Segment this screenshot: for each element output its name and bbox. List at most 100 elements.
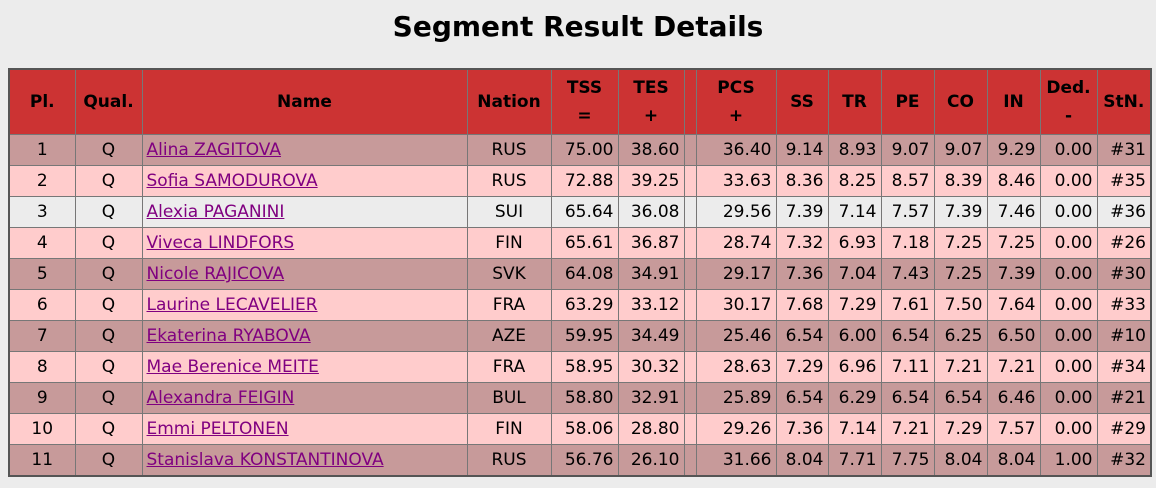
cell-tss: 58.06 <box>550 413 619 445</box>
cell-separator <box>683 196 697 228</box>
skater-name-link[interactable]: Ekaterina RYABOVA <box>146 326 311 346</box>
cell-start-number: #31 <box>1096 134 1152 166</box>
cell-separator <box>683 320 697 352</box>
cell-separator <box>683 227 697 259</box>
table-header: Pl. Qual. Name Nation TSS = TES + PCS + … <box>8 68 1152 135</box>
col-header-name: Name <box>141 68 468 135</box>
skater-name-link[interactable]: Mae Berenice MEITE <box>146 357 319 377</box>
cell-start-number: #21 <box>1096 382 1152 414</box>
table-row: 2 Q Sofia SAMODUROVA RUS 72.88 39.25 33.63 8.36… <box>8 165 1152 197</box>
col-header-in: IN <box>986 68 1041 135</box>
cell-name: Alina ZAGITOVA <box>141 134 468 166</box>
cell-place: 5 <box>8 258 76 290</box>
cell-name: Stanislava KONSTANTINOVA <box>141 444 468 477</box>
cell-start-number: #33 <box>1096 289 1152 321</box>
cell-place: 9 <box>8 382 76 414</box>
cell-ss: 7.39 <box>775 196 829 228</box>
skater-name-link[interactable]: Alina ZAGITOVA <box>146 140 281 160</box>
cell-qual: Q <box>74 165 143 197</box>
cell-tr: 7.14 <box>827 196 882 228</box>
cell-tes: 36.08 <box>617 196 685 228</box>
cell-pcs: 29.56 <box>695 196 777 228</box>
cell-place: 10 <box>8 413 76 445</box>
cell-tes: 30.32 <box>617 351 685 383</box>
col-header-tss-op: = <box>577 106 592 126</box>
col-header-place: Pl. <box>8 68 76 135</box>
cell-pe: 7.21 <box>880 413 935 445</box>
cell-nation: FIN <box>466 227 552 259</box>
cell-separator <box>683 134 697 166</box>
cell-name: Alexandra FEIGIN <box>141 382 468 414</box>
cell-pe: 6.54 <box>880 320 935 352</box>
cell-ss: 8.36 <box>775 165 829 197</box>
col-header-pcs-label: PCS <box>717 78 755 98</box>
cell-tss: 63.29 <box>550 289 619 321</box>
cell-tr: 7.14 <box>827 413 882 445</box>
cell-place: 8 <box>8 351 76 383</box>
cell-pcs: 36.40 <box>695 134 777 166</box>
cell-separator <box>683 444 697 477</box>
cell-tes: 36.87 <box>617 227 685 259</box>
cell-pe: 9.07 <box>880 134 935 166</box>
cell-place: 1 <box>8 134 76 166</box>
cell-tr: 6.29 <box>827 382 882 414</box>
cell-tr: 6.96 <box>827 351 882 383</box>
cell-start-number: #26 <box>1096 227 1152 259</box>
cell-start-number: #36 <box>1096 196 1152 228</box>
cell-start-number: #35 <box>1096 165 1152 197</box>
cell-co: 7.29 <box>933 413 988 445</box>
cell-co: 6.54 <box>933 382 988 414</box>
skater-name-link[interactable]: Emmi PELTONEN <box>146 419 289 439</box>
skater-name-link[interactable]: Alexia PAGANINI <box>146 202 285 222</box>
skater-name-link[interactable]: Stanislava KONSTANTINOVA <box>146 450 384 470</box>
cell-pcs: 28.63 <box>695 351 777 383</box>
cell-in: 8.04 <box>986 444 1041 477</box>
col-header-tes: TES + <box>617 68 685 135</box>
cell-nation: RUS <box>466 134 552 166</box>
cell-tes: 26.10 <box>617 444 685 477</box>
skater-name-link[interactable]: Nicole RAJICOVA <box>146 264 285 284</box>
cell-name: Laurine LECAVELIER <box>141 289 468 321</box>
cell-pcs: 28.74 <box>695 227 777 259</box>
cell-place: 6 <box>8 289 76 321</box>
cell-qual: Q <box>74 320 143 352</box>
cell-co: 6.25 <box>933 320 988 352</box>
cell-qual: Q <box>74 413 143 445</box>
cell-pe: 6.54 <box>880 382 935 414</box>
cell-co: 7.39 <box>933 196 988 228</box>
table-row: 11 Q Stanislava KONSTANTINOVA RUS 56.76 26.10… <box>8 444 1152 477</box>
cell-ded: 0.00 <box>1039 413 1098 445</box>
skater-name-link[interactable]: Laurine LECAVELIER <box>146 295 318 315</box>
cell-tss: 65.61 <box>550 227 619 259</box>
cell-tr: 7.04 <box>827 258 882 290</box>
cell-ded: 0.00 <box>1039 258 1098 290</box>
results-table-container: Pl. Qual. Name Nation TSS = TES + PCS + … <box>8 68 1152 477</box>
col-header-separator <box>683 68 697 135</box>
col-header-tr: TR <box>827 68 882 135</box>
cell-tss: 65.64 <box>550 196 619 228</box>
col-header-ded-label: Ded. <box>1046 78 1091 98</box>
skater-name-link[interactable]: Viveca LINDFORS <box>146 233 295 253</box>
results-table: Pl. Qual. Name Nation TSS = TES + PCS + … <box>8 68 1152 477</box>
cell-ded: 0.00 <box>1039 227 1098 259</box>
cell-ded: 0.00 <box>1039 351 1098 383</box>
cell-co: 7.25 <box>933 227 988 259</box>
table-row: 1 Q Alina ZAGITOVA RUS 75.00 38.60 36.40 9.14 8.… <box>8 134 1152 166</box>
cell-name: Ekaterina RYABOVA <box>141 320 468 352</box>
cell-start-number: #10 <box>1096 320 1152 352</box>
page-title: Segment Result Details <box>392 10 764 43</box>
cell-tr: 6.93 <box>827 227 882 259</box>
cell-separator <box>683 382 697 414</box>
cell-pe: 7.57 <box>880 196 935 228</box>
skater-name-link[interactable]: Alexandra FEIGIN <box>146 388 295 408</box>
table-row: 4 Q Viveca LINDFORS FIN 65.61 36.87 28.74 7.32 6… <box>8 227 1152 259</box>
skater-name-link[interactable]: Sofia SAMODUROVA <box>146 171 318 191</box>
col-header-nation: Nation <box>466 68 552 135</box>
cell-pe: 8.57 <box>880 165 935 197</box>
cell-pcs: 29.26 <box>695 413 777 445</box>
cell-separator <box>683 351 697 383</box>
table-row: 6 Q Laurine LECAVELIER FRA 63.29 33.12 30.17 7.… <box>8 289 1152 321</box>
cell-nation: FRA <box>466 289 552 321</box>
col-header-start-number: StN. <box>1096 68 1152 135</box>
cell-tr: 8.25 <box>827 165 882 197</box>
